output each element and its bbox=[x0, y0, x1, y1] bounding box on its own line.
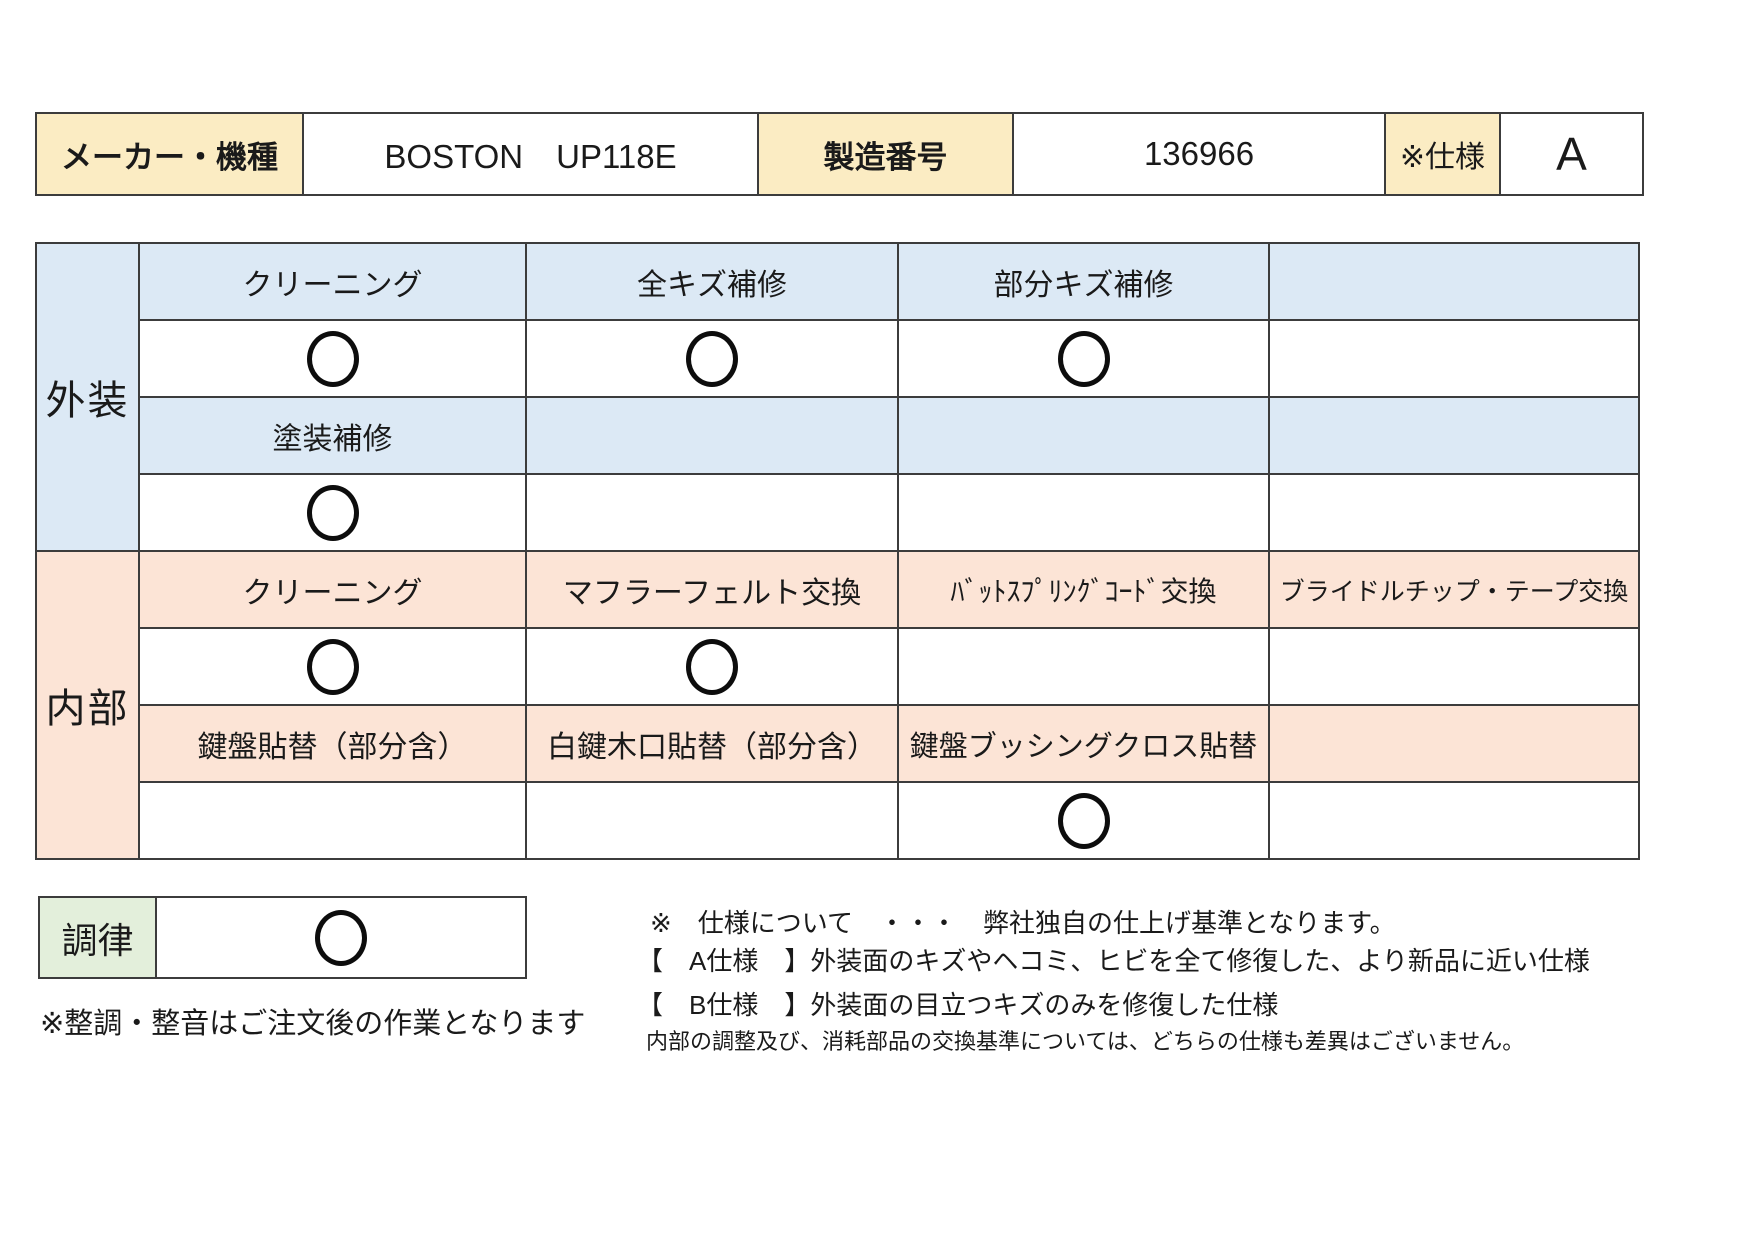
work-mark-cell bbox=[899, 475, 1270, 552]
work-header-cell: クリーニング bbox=[140, 552, 527, 629]
work-mark-cell bbox=[899, 783, 1270, 860]
work-mark-cell bbox=[1270, 475, 1640, 552]
note-spec-a: 【 A仕様 】外装面のキズやヘコミ、ヒビを全て修復した、より新品に近い仕様 bbox=[637, 946, 1590, 976]
work-mark-cell bbox=[527, 321, 899, 398]
circle-mark bbox=[306, 330, 359, 387]
serial-number-value: 136966 bbox=[1012, 114, 1384, 194]
maker-model-value: BOSTON UP118E bbox=[302, 114, 757, 194]
work-header-cell: ﾊﾞｯﾄｽﾌﾟﾘﾝｸﾞｺｰﾄﾞ交換 bbox=[899, 552, 1270, 629]
work-mark-cell bbox=[1270, 629, 1640, 706]
note-spec-intro: ※ 仕様について ・・・ 弊社独自の仕上げ基準となります。 bbox=[650, 908, 1396, 938]
work-header-cell: 白鍵木口貼替（部分含） bbox=[527, 706, 899, 783]
work-table: 外装 内部 クリーニング 全キズ補修 部分キズ補修 塗装補修 クリーニング マフラーフェル… bbox=[35, 242, 1640, 860]
work-header-cell bbox=[1270, 244, 1640, 321]
circle-mark bbox=[306, 484, 359, 541]
work-mark-cell bbox=[1270, 321, 1640, 398]
work-header-cell: 部分キズ補修 bbox=[899, 244, 1270, 321]
circle-mark bbox=[1057, 792, 1110, 849]
tuning-label: 調律 bbox=[40, 898, 155, 977]
work-mark-cell bbox=[140, 321, 527, 398]
work-header-cell: 塗装補修 bbox=[140, 398, 527, 475]
work-header-cell: マフラーフェルト交換 bbox=[527, 552, 899, 629]
work-mark-cell bbox=[140, 783, 527, 860]
work-mark-cell bbox=[899, 321, 1270, 398]
section-label-exterior: 外装 bbox=[37, 244, 140, 552]
serial-number-label: 製造番号 bbox=[757, 114, 1012, 194]
work-mark-cell bbox=[1270, 783, 1640, 860]
circle-mark bbox=[686, 330, 738, 387]
work-header-cell: クリーニング bbox=[140, 244, 527, 321]
work-header-cell: ブライドルチップ・テープ交換 bbox=[1270, 552, 1640, 629]
circle-mark bbox=[315, 909, 367, 966]
note-spec-common: 内部の調整及び、消耗部品の交換基準については、どちらの仕様も差異はございません。 bbox=[646, 1029, 1525, 1054]
spec-grade-value: A bbox=[1499, 114, 1642, 194]
work-mark-cell bbox=[527, 475, 899, 552]
circle-mark bbox=[686, 638, 738, 695]
work-mark-cell bbox=[527, 629, 899, 706]
work-header-cell bbox=[1270, 398, 1640, 475]
header-table: メーカー・機種 BOSTON UP118E 製造番号 136966 ※仕様 A bbox=[35, 112, 1644, 196]
circle-mark bbox=[306, 638, 359, 695]
maker-model-label: メーカー・機種 bbox=[37, 114, 302, 194]
note-regulation: ※整調・整音はご注文後の作業となります bbox=[40, 1008, 586, 1040]
work-mark-cell bbox=[140, 475, 527, 552]
circle-mark bbox=[1057, 330, 1110, 387]
work-mark-cell bbox=[140, 629, 527, 706]
work-mark-cell bbox=[527, 783, 899, 860]
tuning-mark-cell bbox=[155, 898, 525, 977]
work-header-cell: 鍵盤貼替（部分含） bbox=[140, 706, 527, 783]
note-spec-b: 【 B仕様 】外装面の目立つキズのみを修復した仕様 bbox=[637, 990, 1279, 1020]
work-header-cell: 全キズ補修 bbox=[527, 244, 899, 321]
work-header-cell bbox=[1270, 706, 1640, 783]
work-mark-cell bbox=[899, 629, 1270, 706]
work-header-cell bbox=[899, 398, 1270, 475]
work-header-cell bbox=[527, 398, 899, 475]
section-label-interior: 内部 bbox=[37, 552, 140, 860]
spec-grade-label: ※仕様 bbox=[1384, 114, 1499, 194]
tuning-table: 調律 bbox=[38, 896, 527, 979]
work-header-cell: 鍵盤ブッシングクロス貼替 bbox=[899, 706, 1270, 783]
